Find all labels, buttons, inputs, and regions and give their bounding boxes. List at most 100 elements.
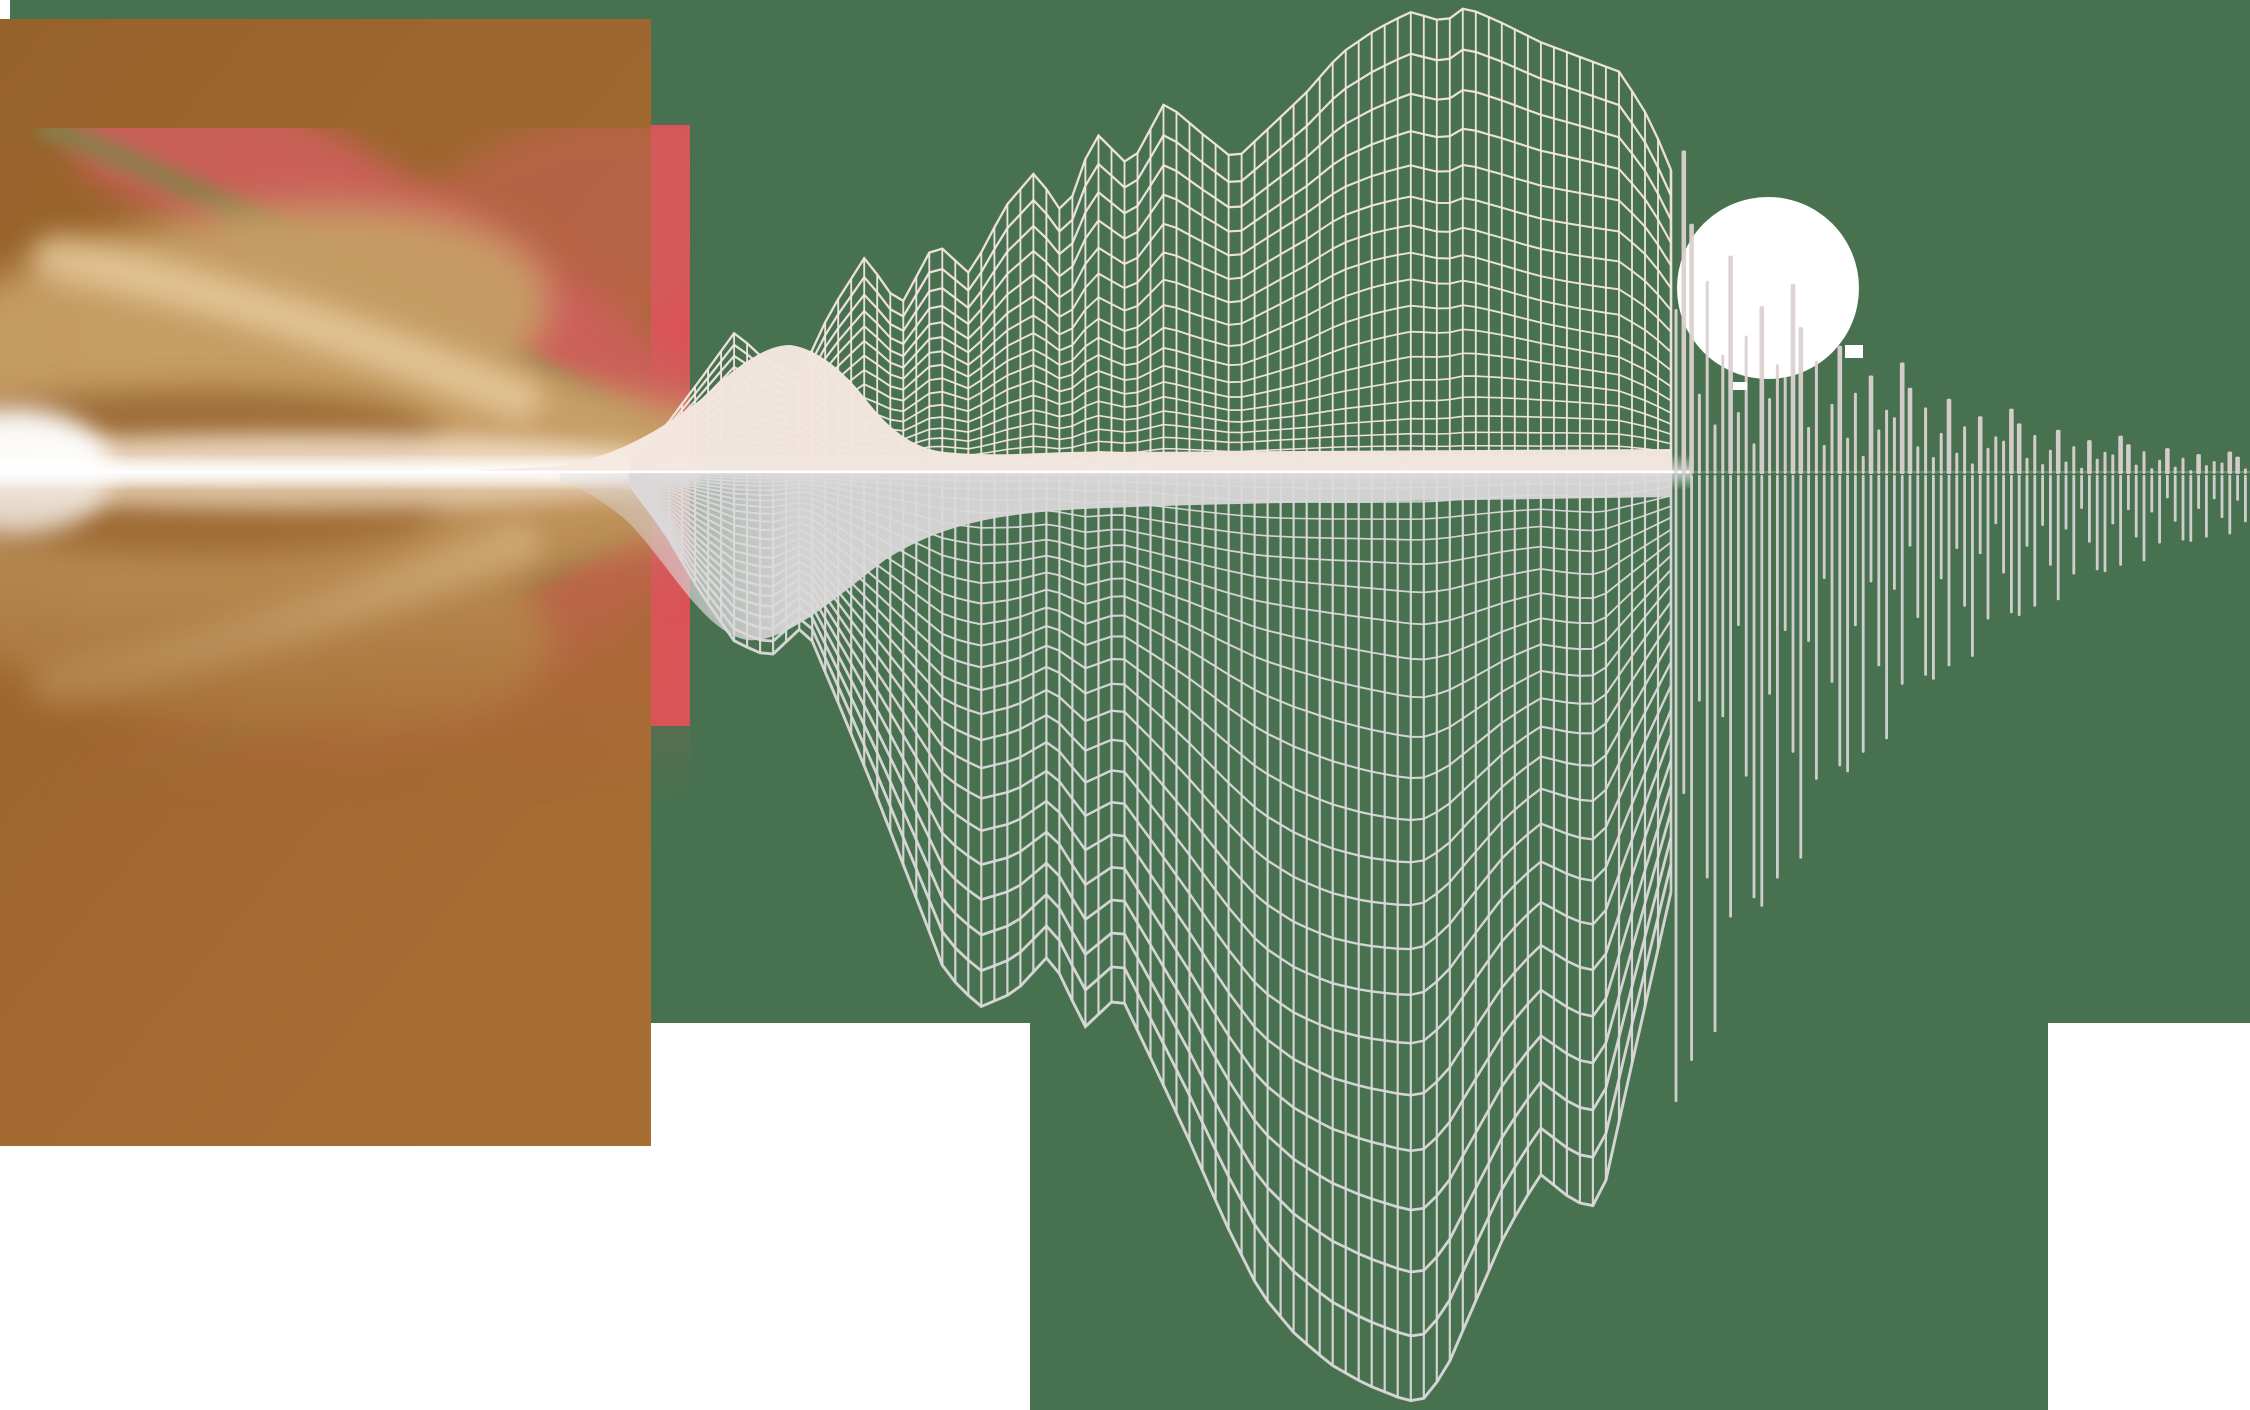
waveform-bar-down: [1682, 475, 1686, 794]
waveform-bar-down: [2049, 475, 2052, 566]
waveform-bar-down: [2017, 475, 2021, 616]
waveform-bar-up: [1681, 150, 1687, 474]
waveform-bar-down: [2220, 475, 2224, 518]
waveform-bar-down: [1783, 475, 1787, 631]
waveform-bar-up: [1798, 327, 1804, 474]
waveform-bar-up: [1759, 306, 1765, 474]
smoke-art-layer: [0, 128, 690, 816]
waveform-bar-up: [2126, 444, 2131, 474]
waveform-bar-up: [1689, 223, 1694, 474]
waveform-bar-up: [1752, 443, 1756, 474]
waveform-bar-up: [2016, 423, 2022, 474]
waveform-bar-up: [1899, 362, 1905, 474]
waveform-bar-up: [2181, 457, 2185, 474]
horizon-line: [0, 470, 1692, 474]
waveform-bar-up: [2165, 448, 2170, 474]
waveform-bar-down: [1893, 475, 1896, 590]
waveform-bar-down: [2244, 475, 2247, 523]
waveform-bar-down: [1955, 475, 1959, 549]
waveform-bar-down: [1932, 475, 1935, 680]
waveform-bar-up: [1963, 426, 1967, 474]
waveform-bar-down: [1807, 475, 1810, 642]
waveform-bar-down: [1861, 475, 1865, 753]
waveform-bar-up: [2134, 464, 2138, 474]
waveform-bar-up: [2087, 440, 2092, 474]
waveform-bar-down: [1916, 475, 1920, 618]
waveform-bar-down: [2088, 475, 2091, 543]
waveform-bar-down: [1846, 475, 1849, 773]
waveform-bar-down: [1713, 475, 1717, 1033]
waveform-bar-up: [2243, 468, 2247, 474]
waveform-bar-down: [2134, 475, 2138, 538]
waveform-bar-down: [1900, 475, 1904, 685]
waveform-bar-up: [1697, 393, 1701, 474]
waveform-bar-up: [1775, 364, 1779, 474]
waveform-bar-up: [2189, 470, 2193, 474]
waveform-bar-up: [1790, 284, 1796, 474]
waveform-bar-down: [1729, 475, 1732, 918]
waveform-bar-down: [2127, 475, 2130, 511]
waveform-bar-up: [1970, 463, 1974, 474]
waveform-bar-up: [2064, 461, 2068, 474]
waveform-bar-up: [1877, 429, 1881, 474]
waveform-bar-up: [1955, 452, 1959, 474]
waveform-bar-up: [1986, 447, 1990, 474]
waveform-bar-up: [1768, 398, 1772, 474]
waveform-bar-down: [1869, 475, 1873, 583]
waveform-bar-down: [1963, 475, 1966, 607]
waveform-bar-up: [2158, 459, 2162, 474]
waveform-bar-up: [1814, 360, 1818, 474]
waveform-bar-up: [2204, 465, 2208, 474]
waveform-bar-up: [2048, 449, 2052, 474]
waveform-bar-down: [2150, 475, 2154, 513]
waveform-bar-down: [1986, 475, 1990, 620]
sun-layer: [1677, 197, 1859, 379]
waveform-bar-down: [2095, 475, 2099, 571]
waveform-bar-down: [2142, 475, 2146, 562]
waveform-bar-up: [1892, 417, 1896, 474]
waveform-bar-down: [2228, 475, 2232, 535]
bar-cap-marker: [1845, 345, 1863, 358]
waveform-bar-down: [2205, 475, 2208, 538]
mesh-reflection-layer: [560, 471, 1673, 1403]
waveform-bar-up: [1916, 446, 1920, 474]
smoke-band: [33, 236, 542, 422]
waveform-bar-down: [2212, 475, 2216, 500]
waveform-bar-down: [2197, 475, 2200, 509]
waveform-bar-down: [2072, 475, 2076, 575]
waveform-bar-up: [2041, 464, 2045, 474]
waveform-bar-up: [1837, 345, 1843, 474]
waveform-bar-up: [2033, 434, 2037, 474]
waveform-bar-down: [1815, 475, 1818, 780]
waveform-bar-down: [1978, 475, 1982, 555]
waveform-bar-up: [2142, 451, 2146, 474]
waveform-bar-down: [2158, 475, 2161, 544]
waveform-bar-up: [1861, 455, 1865, 474]
waveform-bar-up: [1830, 403, 1834, 474]
green-field-lower: [1030, 1023, 2048, 1410]
waveform-bar-down: [1698, 475, 1701, 702]
waveform-bar-up: [2055, 429, 2061, 474]
waveform-bar-up: [2227, 451, 2233, 474]
bar-cap-marker: [1733, 382, 1747, 390]
waveform-bar-down: [1838, 475, 1842, 767]
waveform-bar-up: [2212, 461, 2216, 474]
waveform-bar-up: [1728, 255, 1733, 474]
waveform-bar-down: [2236, 475, 2239, 501]
waveform-bar-down: [1908, 475, 1912, 547]
waveform-bar-down: [2166, 475, 2169, 499]
waveform-bar-down: [1752, 475, 1756, 899]
waveform-bar-down: [1674, 475, 1678, 1102]
waveform-bar-down: [2064, 475, 2068, 530]
waveform-bar-down: [1768, 475, 1771, 695]
waveform-bar-down: [1994, 475, 1998, 525]
waveform-bar-up: [2103, 451, 2107, 474]
waveform-bar-down: [2025, 475, 2029, 547]
waveform-bar-up: [1885, 409, 1889, 474]
waveform-bar-down: [1721, 475, 1725, 718]
waveform-bar-down: [1947, 475, 1951, 667]
waveform-bar-down: [2111, 475, 2115, 525]
waveform-bar-up: [2173, 466, 2177, 474]
waveform-bar-down: [1830, 475, 1834, 683]
